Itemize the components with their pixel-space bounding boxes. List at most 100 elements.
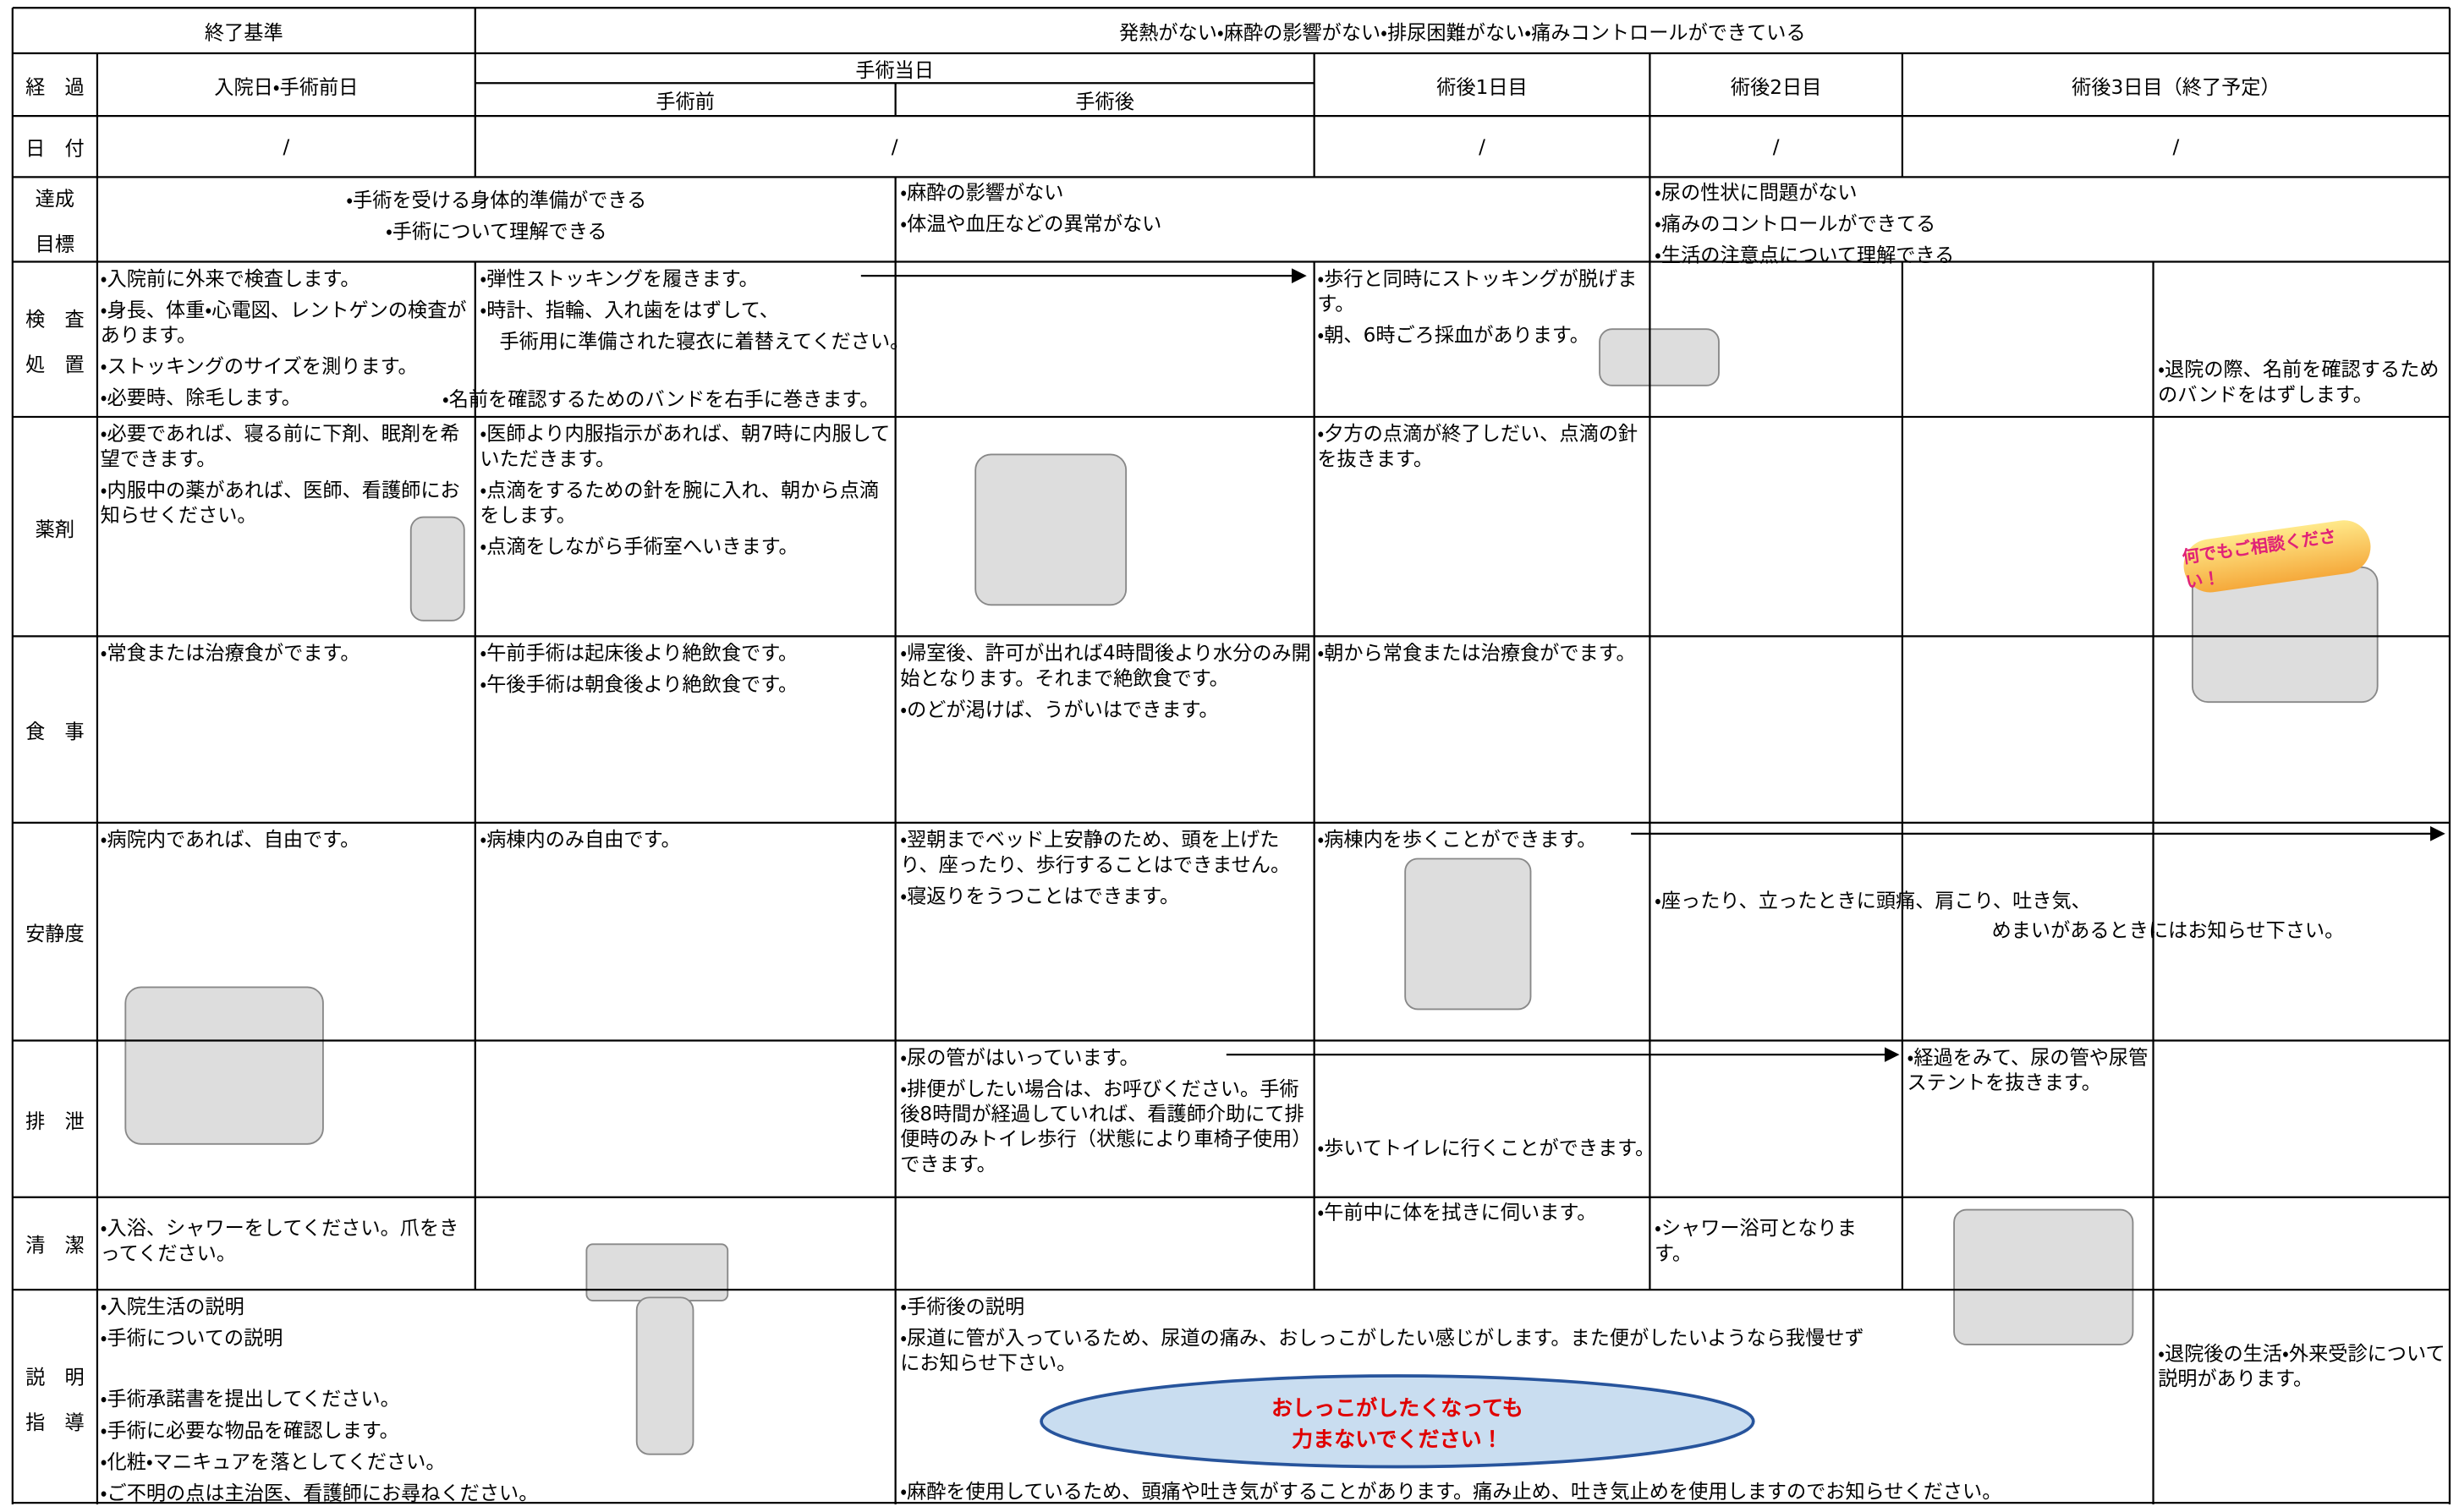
text-line: ・手術承諾書を提出してください。 [100,1386,400,1411]
cell-text: ・午前手術は起床後より絶飲食です。 ・午後手術は朝食後より絶飲食です。 [480,641,891,704]
text-line: ・生活の注意点について理解できる [1654,243,1955,267]
row-label-line: 食 事 [25,719,85,743]
text-line: ・医師より内服指示があれば、朝7時に内服していただきます。 [480,421,891,470]
cell-text: ・手術承諾書を提出してください。 ・手術に必要な物品を確認します。・化粧・マニキュ… [101,1387,602,1512]
text-line: ・経過をみて、尿の管や尿管ステントを抜きます。 [1907,1045,2149,1094]
text-line: ・入浴、シャワーをしてください。爪をきってください。 [100,1216,459,1265]
column-header: 術後2日目 [1730,74,1822,98]
illustration [124,986,324,1145]
text-line: ・ストッキングのサイズを測ります。 [100,353,418,378]
callout-line: おしっこがしたくなっても [1271,1396,1523,1422]
row-label: 排 泄 [13,1040,97,1197]
text-line: ・歩行と同時にストッキングが脱げます。 [1317,266,1638,315]
cell-text: ・尿の管がはいっています。 ・排便がしたい場合は、お呼びください。手術後8時間が経… [900,1045,1311,1183]
text-line: ・体温や血圧などの異常がない [900,211,1162,235]
row-label-line: 薬剤 [35,516,75,540]
text-line: ・点滴をしながら手術室へいきます。 [480,534,799,558]
column-header: 入院日・手術前日 [214,74,359,98]
cell-text: ・麻酔の影響がない・体温や血圧などの異常がない [900,180,1637,243]
date-mark: / [2172,134,2180,159]
cell-text: ・翌朝までベッド上安静のため、頭を上げたり、座ったり、歩行することはできません。… [900,827,1311,915]
row-label: 清 潔 [13,1197,97,1290]
cell-text: ・病院内であれば、自由です。 [101,827,472,858]
text-line: ・手術に必要な物品を確認します。 [100,1418,399,1442]
text-line: ・身長、体重・心電図、レントゲンの検査があります。 [100,298,467,347]
callout-ellipse [1040,1374,1755,1469]
row-label-line: 目標 [35,232,75,256]
date-mark: / [1772,134,1780,159]
text-line: ・シャワー浴可となります。 [1654,1216,1857,1265]
cell-text: めまいがあるときにはお知らせ下さい。 [1992,918,2447,950]
text-line: ・時計、指輪、入れ歯をはずして、 [480,298,780,321]
row-label-line: 処 置 [25,352,85,375]
text-line: ・退院の際、名前を確認するためのバンドをはずします。 [2158,357,2440,406]
cell-text: ・座ったり、立ったときに頭痛、肩こり、吐き気、 [1655,889,2439,920]
criteria: 発熱がない・麻酔の影響がない・排尿困難がない・痛みコントロールができている [1119,20,1806,44]
cell-text: ・帰室後、許可が出れば4時間後より水分のみ開始となります。それまで絶飲食です。・… [900,641,1311,729]
row-label: 安静度 [13,823,97,1041]
text-line: ・夕方の点滴が終了しだい、点滴の針を抜きます。 [1317,421,1638,470]
row-label: 薬剤 [13,417,97,636]
cell-text: ・午前中に体を拭きに伺います。 [1317,1200,1646,1231]
text-line: ・病院内であれば、自由です。 [100,827,360,852]
cell-text: ・麻酔を使用しているため、頭痛や吐き気がすることがあります。痛み止め、吐き気止め… [900,1479,2452,1510]
row-label-line: 清 潔 [25,1233,85,1257]
row-label: 食 事 [13,636,97,823]
text-line: ・手術についての説明 [100,1325,283,1350]
text-line: ・常食または治療食がでます。 [100,640,360,665]
row-label-line: 排 泄 [25,1109,85,1132]
text-line: ・手術について理解できる [385,219,607,244]
row-label: 経 過 [25,74,85,98]
text-line: ・麻酔の影響がない [900,180,1064,204]
cell-text: ・入院前に外来で検査します。・身長、体重・心電図、レントゲンの検査があります。・… [101,266,472,417]
illustration [409,516,465,622]
text-line: ・尿道に管が入っているため、尿道の痛み、おしっこがしたい感じがします。また便がし… [900,1325,1864,1375]
text-line: ・化粧・マニキュアを落としてください。 [100,1449,446,1473]
text-line: ・内服中の薬があれば、医師、看護師にお知らせください。 [100,478,460,527]
text-line: ・点滴をするための針を腕に入れ、朝から点滴をします。 [480,478,879,527]
cell-text: ・退院の際、名前を確認するためのバンドをはずします。 [2158,358,2448,414]
date-mark: / [1479,134,1485,159]
text-line: ・病棟内のみ自由です。 [480,827,681,852]
text-line: めまいがあるときにはお知らせ下さい。 [1991,918,2345,942]
text-line: ・朝から常食または治療食がでます。 [1317,640,1636,665]
cell-text: ・夕方の点滴が終了しだい、点滴の針を抜きます。 [1317,421,1646,478]
row-label-line: 指 導 [25,1409,85,1433]
cell-text: ・シャワー浴可となります。 [1655,1216,1890,1273]
text-line: ・歩いてトイレに行くことができます。 [1317,1136,1655,1160]
column-header: 手術後 [1075,89,1134,113]
cell-text: ・名前を確認するためのバンドを右手に巻きます。 [442,387,944,419]
cell-text: ・尿の性状に問題がない ・痛みのコントロールができてる ・生活の注意点について理解で… [1655,180,2439,274]
text-line: ・ご不明の点は主治医、看護師にお尋ねください。 [100,1481,539,1504]
date-mark: / [283,134,290,159]
callout: おしっこがしたくなっても 力まないでください！ [1041,1376,1754,1466]
row-label-line: 検 査 [25,306,85,331]
text-line: ・必要であれば、寝る前に下剤、眠剤を希望できます。 [100,421,460,470]
column-header: 術後1日目 [1436,74,1528,98]
text-line: ・入院前に外来で検査します。 [100,266,360,290]
cell-text: ・弾性ストッキングを履きます。 ・時計、指輪、入れ歯をはずして、 手術用に準備され… [480,266,1311,360]
text-line: 手術用に準備された寝衣に着替えてください。 [480,329,910,353]
row-label-line: 説 明 [25,1364,85,1388]
cell-text: ・入浴、シャワーをしてください。爪をきってください。 [101,1216,472,1273]
text-line: ・手術後の説明 [900,1294,1025,1318]
text-line: ・必要時、除毛します。 [100,385,301,409]
row-label-line: 達成 [35,186,75,211]
text-line: ・午前手術は起床後より絶飲食です。 [480,640,799,665]
illustrations [124,328,2379,1455]
column-header: 術後3日目（終了予定） [2072,74,2281,98]
illustration [1953,1208,2134,1345]
cell-text: ・必要であれば、寝る前に下剤、眠剤を希望できます。 ・内服中の薬があれば、医師、看… [101,421,472,534]
text-line: ・尿の性状に問題がない [1654,180,1858,204]
cell-text: ・入院生活の説明 ・手術についての説明 [101,1295,571,1357]
text-line: ・朝、6時ごろ採血があります。 [1317,322,1589,347]
text-line: ・麻酔を使用しているため、頭痛や吐き気がすることがあります。痛み止め、吐き気止め… [900,1479,2002,1504]
cell-text: ・常食または治療食がでます。 [101,641,472,672]
cell-text: ・病棟内を歩くことができます。 [1317,827,1646,858]
text-line: ・座ったり、立ったときに頭痛、肩こり、吐き気、 [1654,888,2091,912]
cell-text: ・退院後の生活・外来受診について説明があります。 [2158,1341,2448,1398]
text-line: ・午後手術は朝食後より絶飲食です。 [480,671,799,696]
